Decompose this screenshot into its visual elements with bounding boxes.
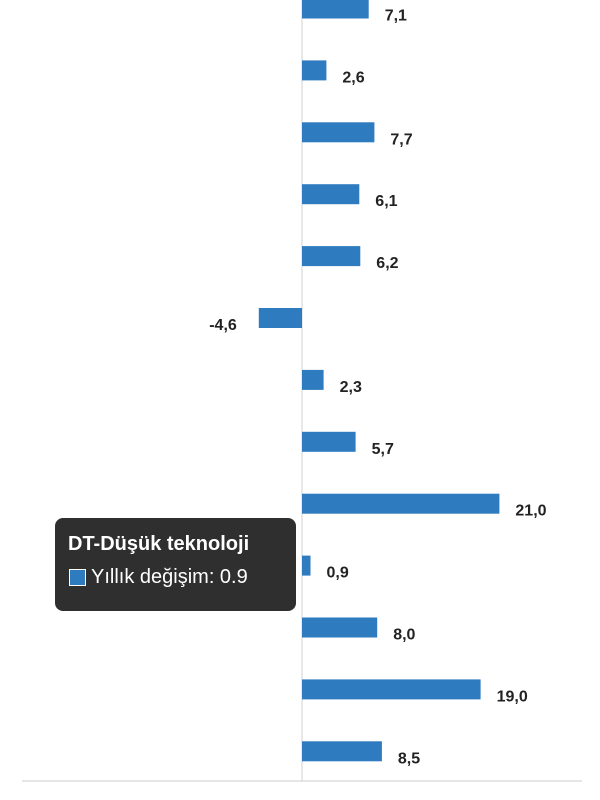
bar-value-label: 6,1: [375, 193, 397, 210]
bar[interactable]: [302, 431, 356, 452]
bar-value-label: 8,0: [393, 627, 415, 644]
bar-value-label: 8,5: [398, 750, 420, 767]
tooltip-title: DT-Düşük teknoloji: [68, 533, 250, 555]
bar-value-label: 0,9: [327, 565, 349, 582]
bar-value-label: 21,0: [515, 503, 546, 520]
bar[interactable]: [302, 493, 500, 514]
tooltip: DT-Düşük teknoloji Yıllık değişim: 0.9: [55, 518, 296, 611]
bar-value-label: 5,7: [372, 441, 394, 458]
bar[interactable]: [302, 122, 375, 143]
bar[interactable]: [302, 369, 324, 390]
bar[interactable]: [302, 555, 311, 576]
bar-value-label: 7,7: [390, 131, 412, 148]
bar[interactable]: [302, 617, 378, 638]
bar-value-label: -4,6: [209, 317, 237, 334]
bar[interactable]: [302, 246, 361, 267]
bar-value-label: 19,0: [497, 688, 528, 705]
tooltip-series-value: Yıllık değişim: 0.9: [91, 566, 248, 588]
bar[interactable]: [302, 60, 327, 81]
bar-value-label: 7,1: [385, 8, 407, 25]
bar[interactable]: [302, 0, 369, 19]
tooltip-row: Yıllık değişim: 0.9: [68, 565, 296, 589]
bar[interactable]: [302, 741, 382, 762]
bar[interactable]: [302, 184, 360, 205]
bar[interactable]: [258, 308, 302, 328]
bar-value-label: 2,6: [342, 69, 364, 86]
tooltip-series-swatch: [69, 568, 86, 586]
bar-value-label: 6,2: [376, 255, 398, 272]
bar-value-label: 2,3: [340, 379, 362, 396]
bar[interactable]: [302, 679, 481, 700]
